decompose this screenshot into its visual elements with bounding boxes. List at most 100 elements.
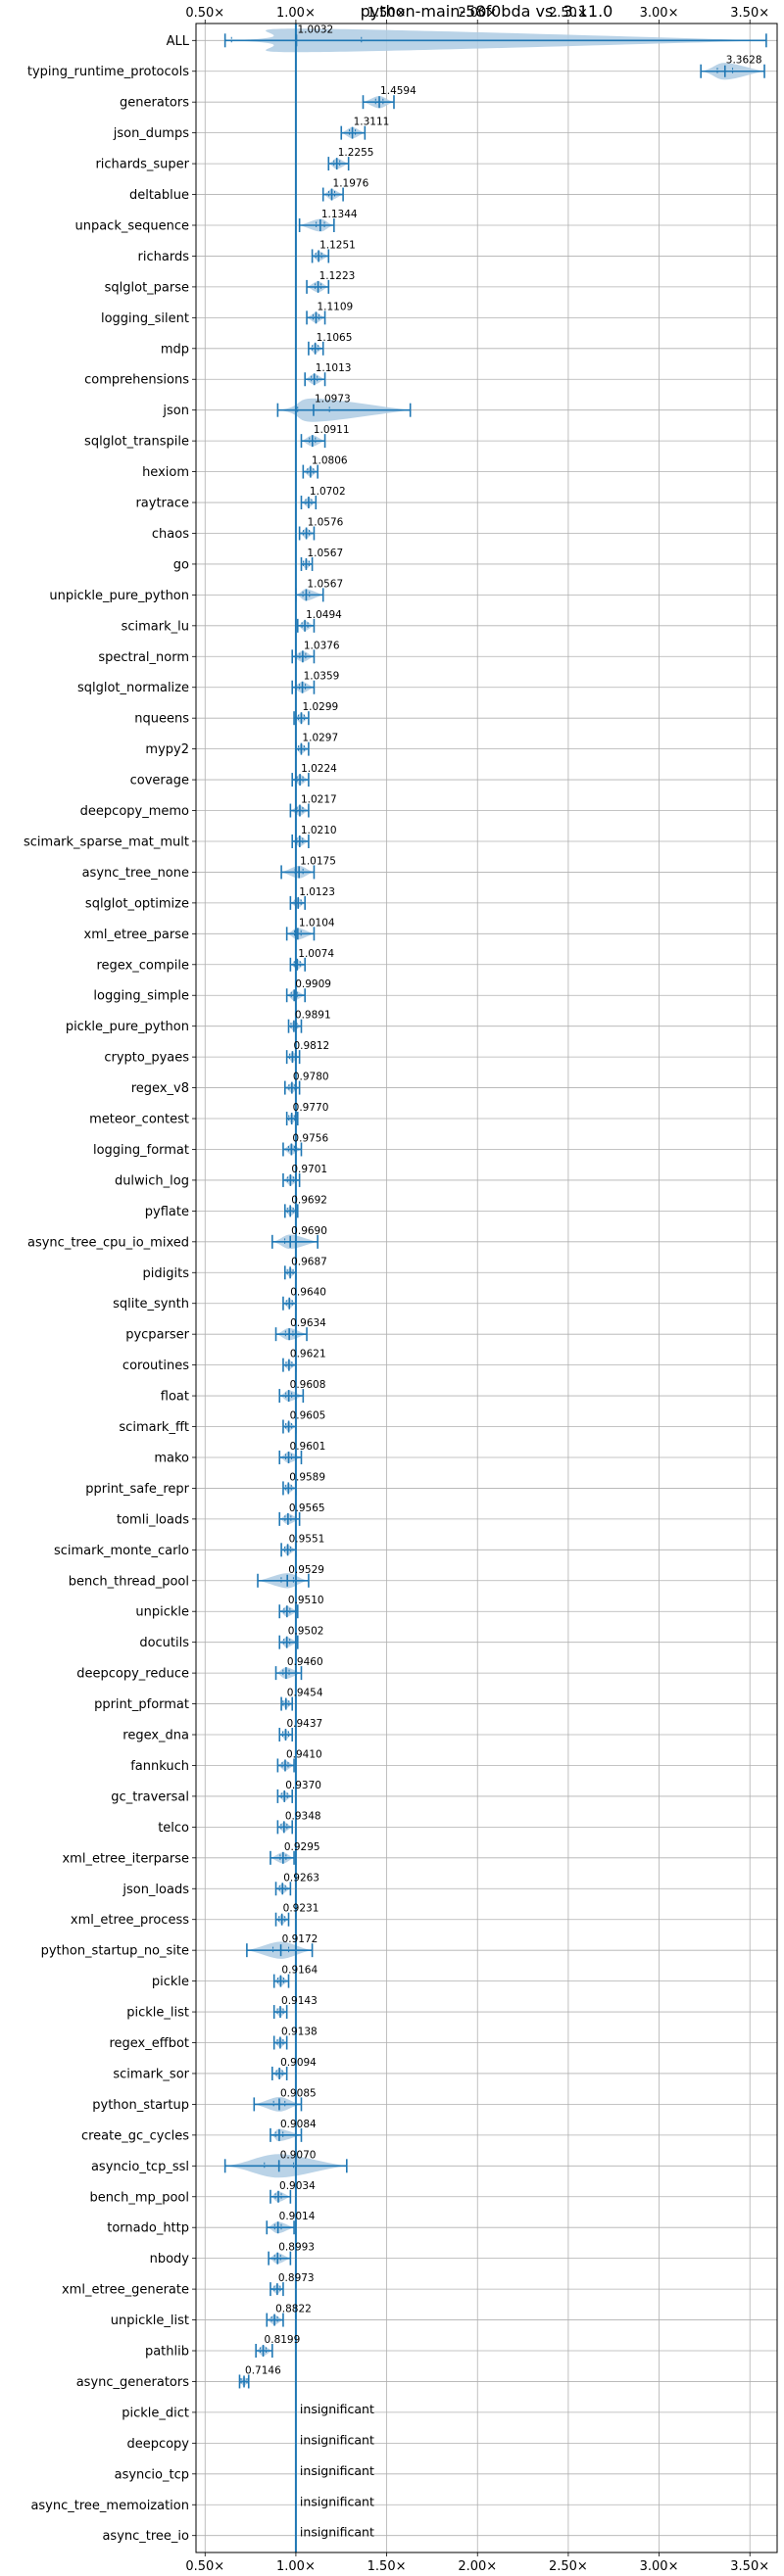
y-tick-label: xml_etree_process [71, 1913, 189, 1928]
y-tick-label: generators [120, 96, 189, 111]
y-tick-label: sqlglot_transpile [84, 435, 189, 450]
value-label: 1.0032 [298, 24, 334, 35]
value-label: 0.9551 [289, 1533, 325, 1545]
value-label: 0.9231 [283, 1903, 319, 1915]
y-tick-label: json_loads [122, 1883, 189, 1897]
value-label: 1.0074 [298, 948, 334, 960]
y-tick-label: coverage [130, 774, 189, 788]
y-tick-label: mypy2 [145, 742, 189, 757]
value-label: 1.1976 [333, 178, 369, 190]
y-tick-label: pickle_pure_python [66, 1020, 189, 1034]
y-tick-label: regex_effbot [109, 2036, 189, 2051]
value-label: 1.0376 [304, 640, 340, 651]
value-label: 1.0567 [307, 578, 343, 590]
value-label: 1.0494 [306, 609, 342, 621]
value-label: 0.9701 [291, 1164, 327, 1175]
value-label: 1.4594 [380, 85, 416, 97]
value-label: 0.9172 [282, 1933, 318, 1945]
value-label: 0.9608 [290, 1379, 326, 1391]
value-label: 0.8822 [275, 2304, 312, 2315]
y-tick-label: bench_mp_pool [89, 2190, 189, 2205]
y-tick-label: chaos [152, 527, 189, 542]
value-label: 0.9565 [289, 1503, 325, 1514]
value-label: 0.9640 [290, 1287, 326, 1299]
y-tick-label: fannkuch [130, 1759, 189, 1774]
y-tick-label: pprint_safe_repr [85, 1482, 189, 1497]
y-tick-label: async_generators [76, 2375, 190, 2390]
value-label: 1.0217 [301, 794, 337, 806]
y-tick-label: logging_silent [101, 311, 189, 326]
y-tick-label: unpack_sequence [74, 218, 189, 233]
y-tick-label: go [173, 557, 189, 572]
value-label: 0.9454 [287, 1688, 323, 1699]
x-tick-label-bottom: 1.00× [276, 2559, 316, 2574]
value-label: 3.3628 [726, 55, 762, 67]
y-tick-label: mdp [161, 342, 189, 357]
y-tick-label: tornado_http [107, 2221, 189, 2236]
value-label: 1.0911 [314, 424, 350, 436]
x-tick-label-bottom: 3.00× [640, 2559, 679, 2574]
x-tick-label-top: 1.00× [276, 6, 316, 21]
y-tick-label: pickle_dict [122, 2406, 189, 2420]
value-label: 0.9687 [291, 1256, 327, 1267]
x-tick-label-bottom: 2.00× [458, 2559, 497, 2574]
value-label: 1.0175 [300, 855, 336, 867]
value-label: 1.0973 [315, 394, 351, 405]
y-tick-label: bench_thread_pool [69, 1574, 189, 1589]
value-label: 1.1013 [316, 362, 352, 374]
value-label: 0.9094 [280, 2057, 317, 2069]
value-label: 1.1223 [319, 270, 356, 282]
y-tick-label: nbody [150, 2252, 190, 2266]
y-tick-label: logging_format [93, 1143, 189, 1158]
value-label: 0.9295 [284, 1841, 320, 1853]
y-tick-label: sqlglot_parse [105, 280, 189, 295]
y-tick-label: xml_etree_iterparse [62, 1851, 189, 1866]
value-label: 0.9410 [286, 1748, 322, 1760]
value-label: 0.9770 [293, 1102, 329, 1114]
y-tick-label: pathlib [145, 2345, 189, 2360]
x-tick-label-top: 2.50× [549, 6, 588, 21]
value-label: 0.8973 [278, 2272, 315, 2284]
y-tick-label: dulwich_log [115, 1173, 189, 1188]
value-label: 0.9529 [288, 1564, 324, 1576]
value-label: 1.1251 [319, 239, 356, 251]
y-tick-label: scimark_sparse_mat_mult [24, 835, 189, 849]
value-label: 0.8199 [265, 2334, 301, 2346]
y-tick-label: scimark_fft [119, 1420, 189, 1435]
value-label: 0.9460 [287, 1656, 323, 1668]
value-label: 0.9690 [291, 1225, 327, 1237]
value-label: 0.9891 [295, 1010, 331, 1022]
y-tick-label: unpickle [135, 1605, 189, 1620]
value-label: 1.2255 [338, 147, 374, 159]
y-tick-label: typing_runtime_protocols [27, 65, 189, 79]
y-tick-label: pickle_list [126, 2006, 189, 2021]
value-label: 0.9034 [279, 2180, 316, 2192]
value-label: 1.0104 [299, 917, 335, 929]
y-tick-label: tomli_loads [117, 1512, 189, 1527]
y-tick-label: python_startup_no_site [41, 1944, 189, 1959]
y-tick-label: python_startup [92, 2098, 189, 2113]
y-tick-label: raytrace [135, 497, 189, 511]
value-label: 1.0702 [310, 486, 346, 498]
value-label: 0.9164 [281, 1965, 318, 1977]
value-label: 0.7146 [245, 2364, 281, 2376]
value-label: 1.0123 [299, 886, 335, 898]
value-label: 0.9502 [288, 1626, 324, 1638]
y-tick-label: async_tree_cpu_io_mixed [27, 1235, 189, 1250]
y-tick-label: sqlglot_optimize [85, 896, 189, 911]
y-tick-label: async_tree_none [82, 866, 189, 881]
y-tick-label: hexiom [142, 465, 189, 480]
axis-layer: 0.50× 0.50× 1.00× 1.00× 1.50× 1.50× 2.00× 2.00×… [24, 6, 778, 2574]
insignificant-label: insignificant [300, 2402, 374, 2416]
y-tick-label: asyncio_tcp [115, 2467, 189, 2482]
insignificant-label: insignificant [300, 2463, 374, 2478]
label-layer: 1.0032 3.3628 1.4594 1.3111 1.2255 1.1976 1.13… [245, 24, 761, 2539]
y-tick-label: regex_v8 [131, 1081, 189, 1096]
value-label: 0.9634 [290, 1317, 326, 1329]
value-label: 0.9589 [289, 1471, 325, 1483]
value-label: 0.9070 [280, 2149, 317, 2161]
y-tick-label: coroutines [122, 1359, 189, 1373]
y-tick-label: richards_super [95, 158, 189, 172]
